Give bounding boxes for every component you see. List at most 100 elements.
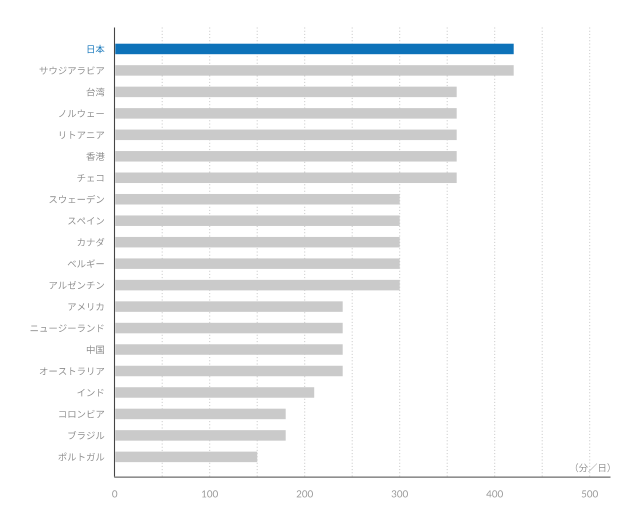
x-tick-labels <box>112 490 598 498</box>
bar-1 <box>115 65 514 76</box>
bar-0 <box>115 43 514 55</box>
bar-3 <box>115 108 457 119</box>
glyph <box>59 411 66 418</box>
bar-11 <box>115 279 400 291</box>
bar-8 <box>115 215 400 226</box>
glyph <box>77 238 85 247</box>
glyph <box>497 490 503 498</box>
glyph <box>96 453 105 461</box>
category-label <box>77 174 104 182</box>
bars <box>115 43 514 463</box>
glyph <box>77 324 85 333</box>
glyph <box>87 112 94 118</box>
category-label <box>68 302 104 311</box>
category-label <box>77 388 104 397</box>
glyph <box>86 345 95 354</box>
glyph <box>77 281 86 289</box>
gridlines <box>161 27 591 477</box>
glyph <box>67 260 76 267</box>
glyph <box>86 259 95 268</box>
glyph <box>96 263 104 265</box>
glyph <box>77 367 85 376</box>
bar-4 <box>115 129 457 141</box>
glyph <box>58 281 67 289</box>
bar-13 <box>115 322 343 334</box>
glyph <box>86 152 96 161</box>
bar-5 <box>115 151 457 162</box>
bar-7 <box>115 193 400 205</box>
glyph <box>486 490 492 498</box>
glyph <box>599 464 606 472</box>
glyph <box>77 217 86 225</box>
glyph <box>201 490 207 498</box>
glyph <box>59 131 66 139</box>
glyph <box>68 411 76 418</box>
glyph <box>86 132 95 138</box>
bar-9 <box>115 236 400 248</box>
category-labels <box>30 44 105 461</box>
glyph <box>86 431 95 440</box>
glyph <box>58 324 67 333</box>
bar-10 <box>115 258 400 269</box>
glyph <box>96 367 105 375</box>
glyph <box>58 66 67 75</box>
glyph <box>68 431 77 440</box>
category-label <box>59 131 105 139</box>
glyph <box>98 388 104 397</box>
bar-14 <box>115 344 343 355</box>
glyph <box>96 67 105 75</box>
glyph <box>307 490 313 498</box>
glyph <box>49 196 57 204</box>
glyph <box>96 302 104 311</box>
category-label <box>86 152 105 161</box>
x-tick-label <box>201 490 218 498</box>
x-tick-label <box>296 490 313 498</box>
x-tick-label <box>112 490 118 498</box>
glyph <box>96 131 105 139</box>
glyph <box>397 490 403 498</box>
category-label <box>59 109 104 118</box>
glyph <box>39 66 48 75</box>
bar-16 <box>115 387 315 398</box>
glyph <box>77 131 86 139</box>
category-label <box>49 280 105 290</box>
glyph <box>88 367 94 376</box>
glyph <box>39 367 48 375</box>
category-label <box>86 87 105 97</box>
glyph <box>68 217 76 225</box>
bar-15 <box>115 365 343 377</box>
glyph <box>87 324 95 332</box>
category-label <box>86 345 104 354</box>
glyph <box>49 66 57 75</box>
glyph <box>87 45 94 54</box>
glyph <box>575 463 579 473</box>
glyph <box>49 281 58 290</box>
glyph <box>588 463 598 473</box>
glyph <box>77 260 86 268</box>
glyph <box>77 67 85 75</box>
glyph <box>592 490 598 498</box>
category-label <box>39 367 105 376</box>
glyph <box>77 174 86 182</box>
glyph <box>77 303 85 311</box>
glyph <box>86 452 95 461</box>
glyph <box>87 409 95 418</box>
glyph <box>70 131 76 139</box>
glyph <box>492 490 498 498</box>
glyph <box>40 327 47 332</box>
category-label <box>30 324 104 333</box>
glyph <box>87 389 95 397</box>
glyph <box>86 217 95 225</box>
glyph <box>391 490 397 498</box>
bar-2 <box>115 86 457 98</box>
category-label <box>77 237 105 247</box>
category-label <box>67 259 104 268</box>
unit-label <box>575 463 610 473</box>
category-label <box>87 44 105 54</box>
glyph <box>95 152 105 161</box>
glyph <box>578 463 588 473</box>
glyph <box>86 281 95 290</box>
category-label <box>68 217 105 225</box>
glyph <box>77 198 85 200</box>
glyph <box>96 281 105 289</box>
